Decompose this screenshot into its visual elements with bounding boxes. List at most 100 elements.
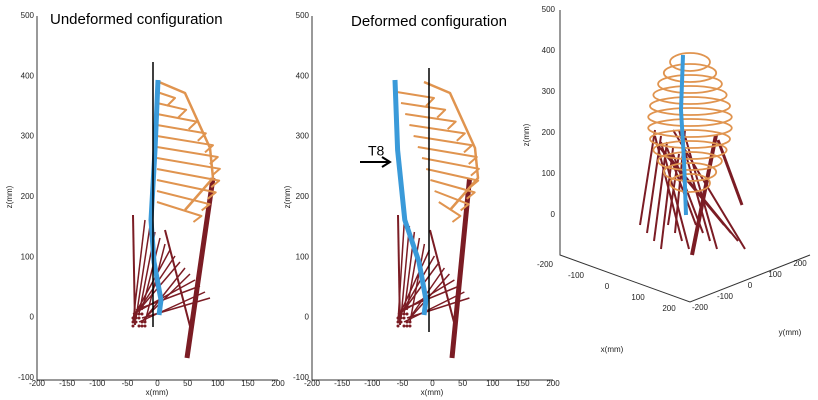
marker <box>402 316 406 320</box>
muscle <box>400 225 411 319</box>
muscle <box>397 214 401 326</box>
rib <box>662 162 718 182</box>
panel-title: Deformed configuration <box>351 13 507 30</box>
rib <box>649 96 731 116</box>
rib <box>652 140 728 160</box>
x-tick-label: 200 <box>546 379 560 388</box>
y-tick-label: 400 <box>21 71 35 80</box>
rib <box>430 179 476 200</box>
muscle <box>144 243 166 323</box>
y-tick-label: 500 <box>21 11 35 20</box>
marker <box>408 324 412 328</box>
marker <box>396 316 400 320</box>
rib <box>657 74 723 94</box>
rib <box>156 190 211 212</box>
rib <box>669 52 711 72</box>
rib <box>156 168 221 188</box>
z-tick-label: 500 <box>542 5 556 14</box>
z-tick-label: 400 <box>542 46 556 55</box>
rib <box>156 179 217 200</box>
x-tick-label: -150 <box>59 379 76 388</box>
axes-frame <box>36 16 278 381</box>
x-tick-label: -50 <box>122 379 134 388</box>
y-tick-label: 0 <box>30 313 35 322</box>
rib <box>669 173 711 193</box>
arrow <box>360 156 392 168</box>
y-tick-label: 100 <box>21 252 35 261</box>
marker <box>137 316 141 320</box>
x-tick-label: 0 <box>605 282 610 291</box>
rib <box>156 157 221 177</box>
marker <box>143 320 147 324</box>
x-axis-label: x(mm) <box>146 388 169 397</box>
muscle <box>409 243 426 323</box>
x-axis-label: x(mm) <box>421 388 444 397</box>
x-tick-label: 100 <box>631 293 645 302</box>
x-axis-label: x(mm) <box>601 345 624 354</box>
rib-outline <box>423 80 480 211</box>
x-tick-label: 200 <box>662 304 676 313</box>
marker <box>140 312 144 316</box>
muscle <box>403 291 465 323</box>
spine <box>392 79 429 316</box>
muscle <box>660 141 690 250</box>
muscle <box>654 135 683 242</box>
marker <box>143 324 147 328</box>
y-tick-label: 200 <box>793 259 807 268</box>
marker <box>140 320 144 324</box>
x-tick-label: 150 <box>516 379 530 388</box>
y-tick-label: -100 <box>293 373 310 382</box>
z-tick-label: 200 <box>542 128 556 137</box>
muscle <box>639 129 656 226</box>
muscle <box>684 135 718 250</box>
marker <box>408 320 412 324</box>
y-axis-label: z(mm) <box>283 185 292 208</box>
muscle <box>132 214 136 326</box>
muscle <box>660 147 674 250</box>
rib <box>647 107 733 127</box>
annotation: T8 <box>368 143 385 159</box>
y-axis-label: y(mm) <box>779 328 802 337</box>
rib <box>434 190 470 212</box>
y-tick-label: -100 <box>18 373 35 382</box>
rib <box>649 129 731 149</box>
y-tick-label: -200 <box>692 303 709 312</box>
marker <box>131 324 135 328</box>
x-tick-label: -100 <box>364 379 381 388</box>
marker <box>402 324 406 328</box>
muscle <box>400 285 460 311</box>
z-tick-label: 300 <box>542 87 556 96</box>
x-tick-label: 100 <box>486 379 500 388</box>
axes-frame <box>559 10 811 303</box>
rib <box>438 201 462 223</box>
rib <box>156 91 176 107</box>
spine <box>679 54 688 216</box>
x-tick-label: 200 <box>271 379 285 388</box>
panel-title: Undeformed configuration <box>50 11 223 28</box>
y-tick-label: 200 <box>21 192 35 201</box>
x-tick-label: -200 <box>29 379 46 388</box>
y-axis-label: z(mm) <box>5 185 14 208</box>
x-tick-label: 50 <box>458 379 467 388</box>
z-axis-label: z(mm) <box>522 123 531 146</box>
rib <box>652 85 728 105</box>
x-tick-label: 50 <box>183 379 192 388</box>
rib-outline <box>158 80 215 211</box>
muscle <box>135 225 151 319</box>
z-tick-label: 100 <box>542 169 556 178</box>
rib <box>156 102 188 119</box>
marker <box>137 312 141 316</box>
muscle <box>132 249 171 319</box>
z-tick-label: 0 <box>551 210 556 219</box>
rib <box>421 157 480 177</box>
rib <box>409 124 466 142</box>
marker <box>405 312 409 316</box>
rib <box>400 102 447 119</box>
muscle <box>716 139 744 206</box>
rib <box>413 135 473 154</box>
y-tick-label: -100 <box>717 292 734 301</box>
y-tick-label: 300 <box>21 132 35 141</box>
muscle <box>397 249 431 319</box>
x-tick-label: -50 <box>397 379 409 388</box>
